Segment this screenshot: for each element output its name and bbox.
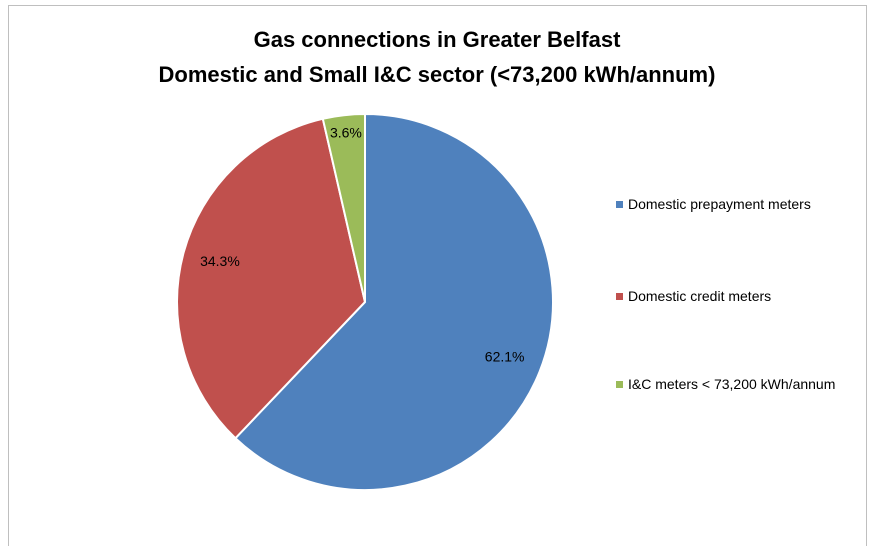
pie-slice [176,117,367,440]
legend-swatch [616,201,623,208]
pie-slice [234,112,554,491]
legend-swatch [616,381,623,388]
chart-title: Gas connections in Greater Belfast [254,27,621,52]
legend-label: I&C meters < 73,200 kWh/annum [628,376,836,392]
legend-label: Domestic credit meters [628,288,772,304]
pie-slice [321,112,366,303]
legend-label: Domestic prepayment meters [628,196,811,212]
legend-swatch [616,293,623,300]
data-label: 62.1% [485,349,525,365]
data-label: 3.6% [330,125,362,141]
chart-subtitle: Domestic and Small I&C sector (<73,200 k… [159,62,716,87]
data-label: 34.3% [200,253,240,269]
